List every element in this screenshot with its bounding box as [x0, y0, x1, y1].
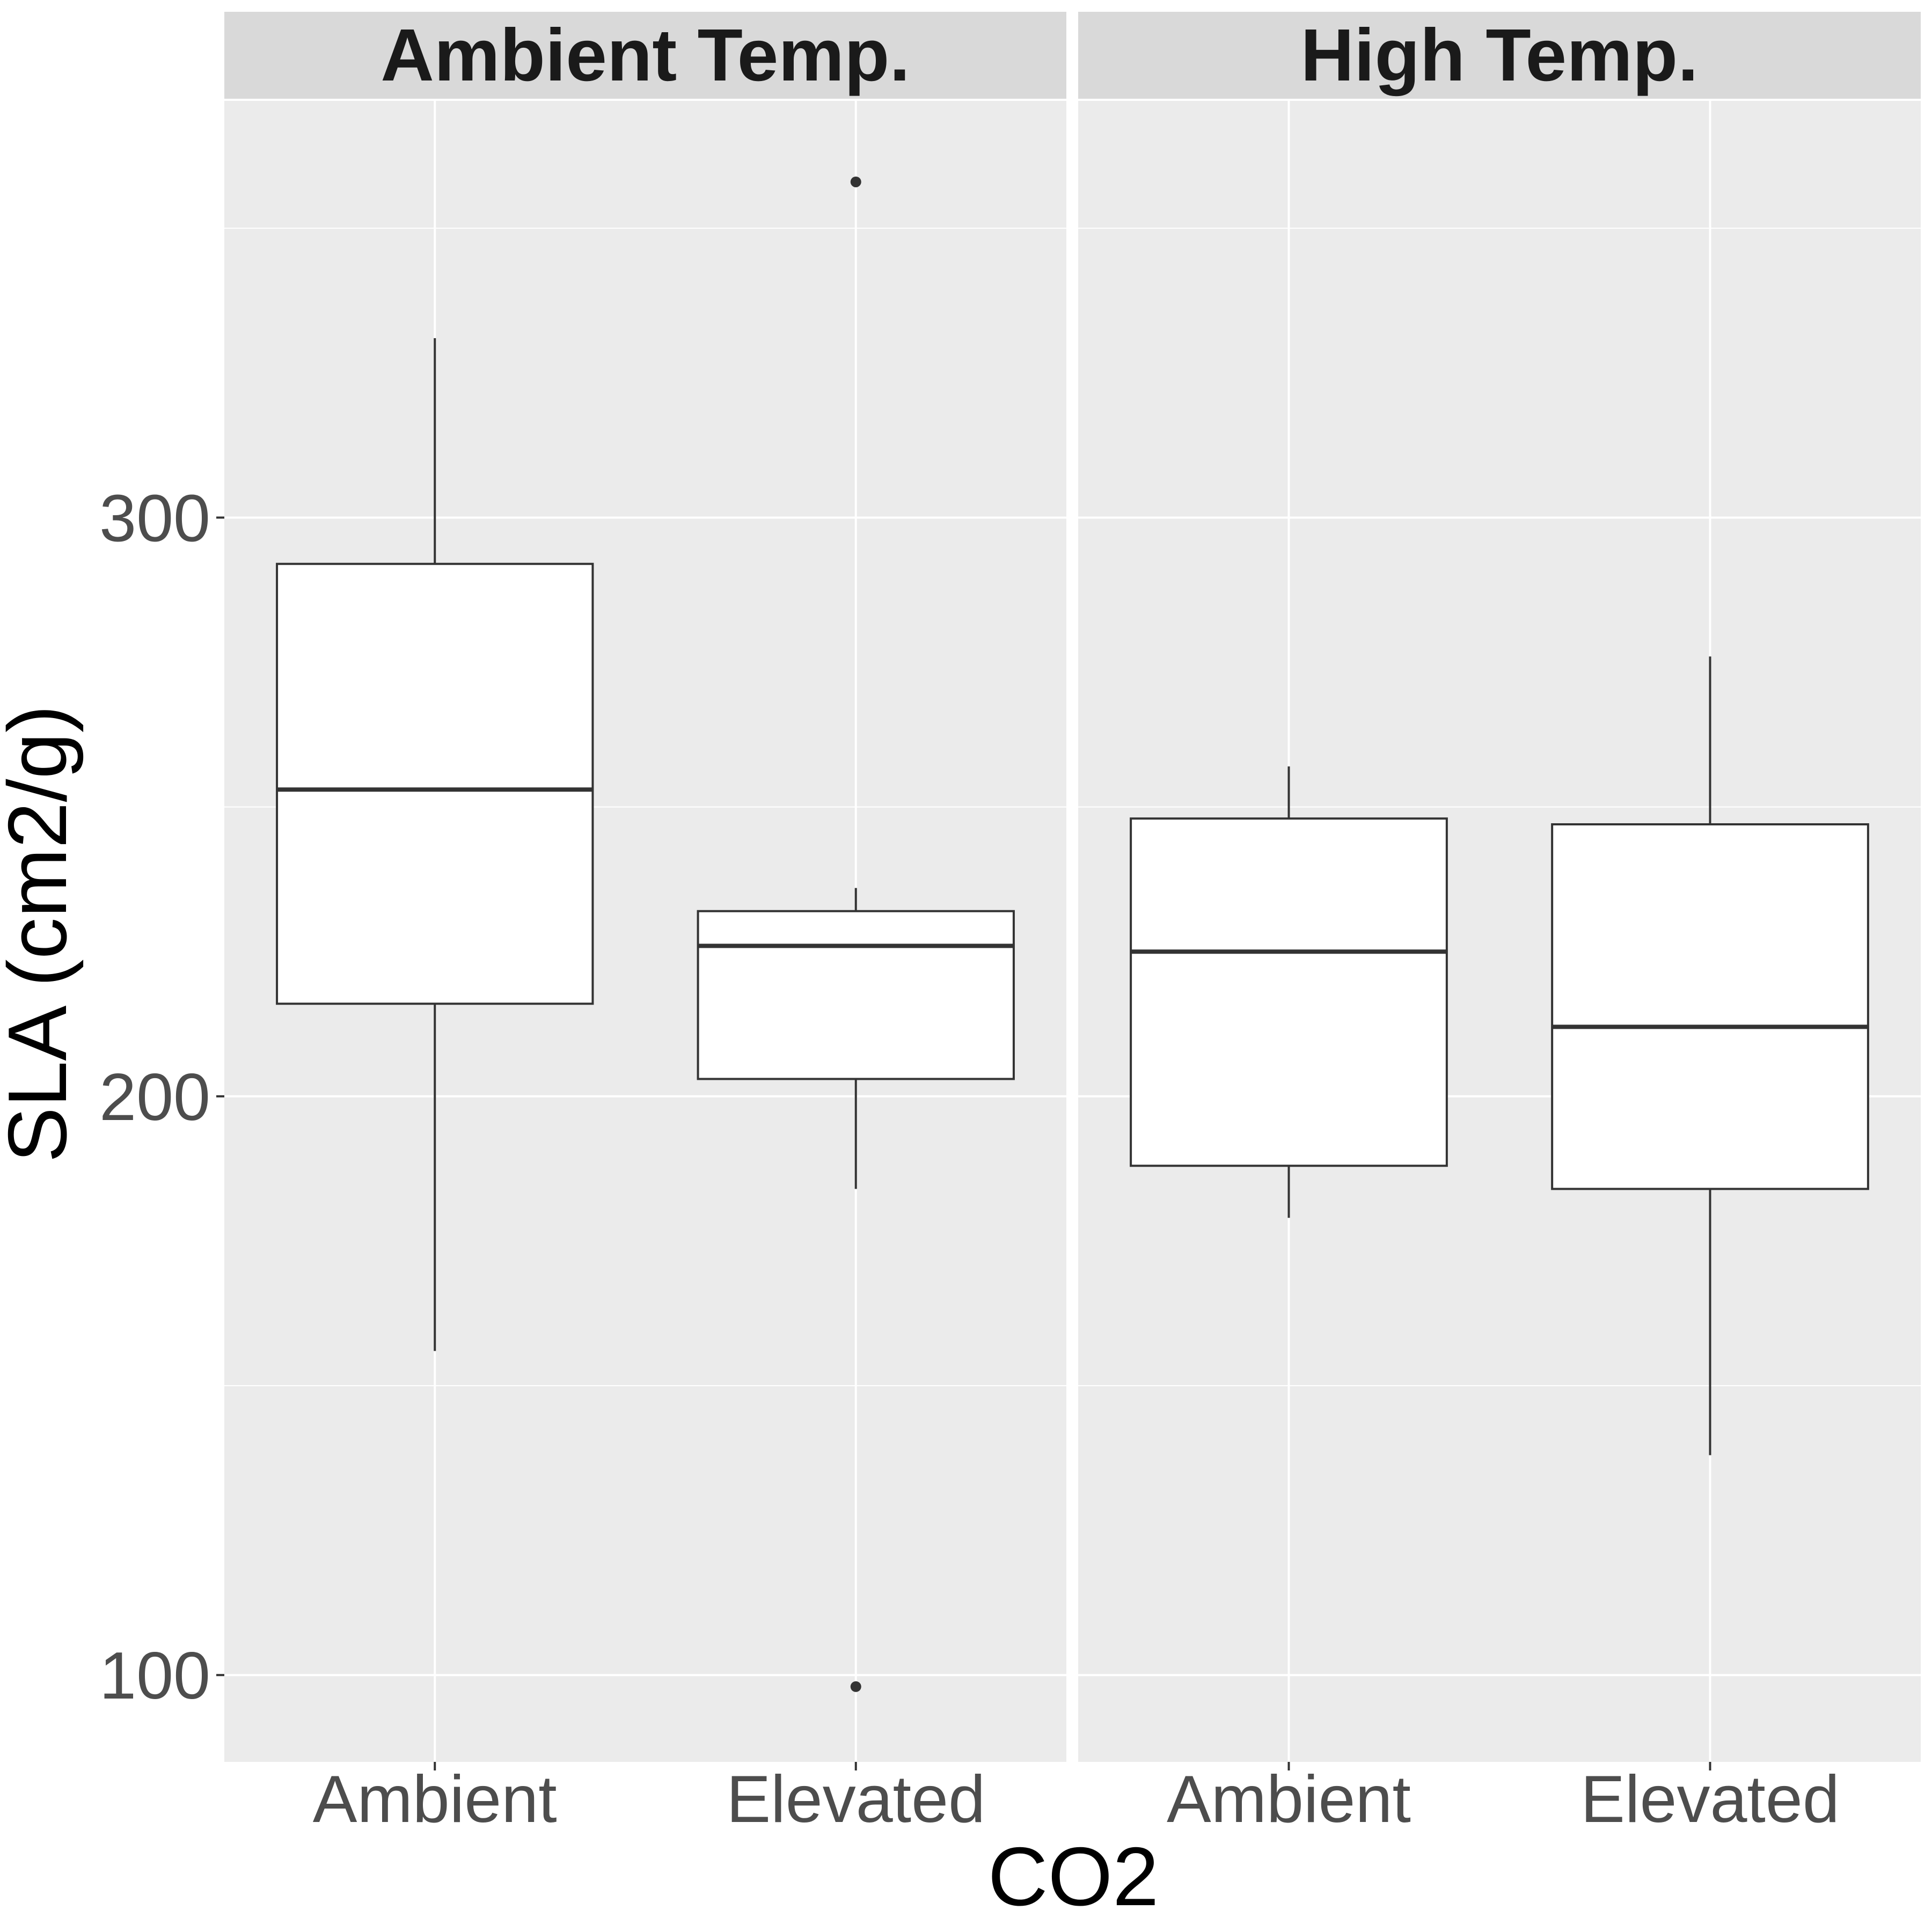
box-elevated	[697, 176, 1015, 1692]
panels-layer: Ambient Temp. Ambient Elevated High Temp. Am…	[224, 12, 1921, 1836]
box-ambient	[1130, 766, 1448, 1218]
x-tick-label: Elevated	[1580, 1762, 1840, 1836]
facet-strip	[224, 12, 1066, 99]
outlier-point	[850, 1681, 861, 1692]
y-axis: 100 200 300	[99, 481, 224, 1713]
box-ambient	[276, 338, 594, 1351]
y-tick-label: 300	[99, 481, 210, 555]
facet-strip-label: Ambient Temp.	[380, 14, 910, 97]
facet-panel-2: High Temp. Ambient Elevated	[1078, 12, 1921, 1836]
box-body	[1551, 823, 1869, 1190]
box-body	[276, 562, 594, 1005]
facet-strip	[1078, 12, 1921, 99]
box-body	[697, 910, 1015, 1080]
facet-strip-label: High Temp.	[1300, 14, 1698, 97]
y-axis-title: SLA (cm2/g)	[0, 705, 84, 1163]
box-body	[1130, 817, 1448, 1167]
x-axis-title: CO2	[988, 1830, 1159, 1923]
outlier-point	[850, 176, 861, 187]
x-tick-label: Ambient	[1167, 1762, 1411, 1836]
x-tick-label: Elevated	[726, 1762, 985, 1836]
y-tick-label: 100	[99, 1639, 210, 1713]
x-tick-label: Ambient	[313, 1762, 557, 1836]
facet-panel-1: Ambient Temp. Ambient Elevated	[224, 12, 1066, 1836]
box-elevated	[1551, 656, 1869, 1455]
y-tick-label: 200	[99, 1060, 210, 1135]
